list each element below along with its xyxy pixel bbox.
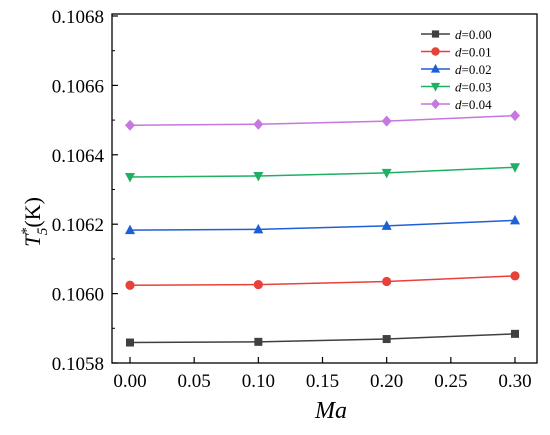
series-line (129, 114, 516, 127)
data-point (382, 335, 391, 344)
legend-label: d=0.00 (455, 27, 492, 42)
y-tick-label: 0.1060 (52, 285, 104, 306)
data-point (510, 214, 520, 225)
y-axis: 0.1058 0.1060 0.1062 0.1064 0.1066 0.1068 (52, 7, 118, 375)
y-axis-title-unit: (K) (20, 197, 45, 228)
series-line (129, 219, 516, 231)
series-2 (125, 214, 520, 235)
data-point (125, 119, 135, 131)
y-axis-title: T*5(K) (19, 197, 51, 247)
data-point (126, 338, 134, 347)
x-tick-label: 0.25 (434, 371, 467, 392)
x-tick-label: 0.20 (370, 371, 403, 392)
data-point (253, 279, 263, 290)
legend-label: d=0.03 (455, 80, 492, 95)
x-axis: 0.00 0.05 0.10 0.15 0.20 0.25 0.30 (113, 357, 532, 392)
data-point (511, 329, 519, 338)
data-point (125, 224, 135, 235)
data-point (381, 220, 392, 230)
x-tick-label: 0.05 (178, 371, 211, 392)
legend-marker (431, 47, 440, 56)
data-point (510, 271, 520, 281)
x-tick-label: 0.00 (113, 371, 146, 392)
data-point (125, 280, 135, 290)
legend-label: d=0.04 (455, 97, 492, 112)
legend-marker (431, 30, 440, 38)
series-4 (125, 110, 520, 131)
y-tick-label: 0.1064 (52, 146, 105, 167)
data-point (253, 223, 264, 234)
legend: d=0.00 d=0.01 d=0.02 d=0.03 d=0.04 (421, 27, 492, 112)
x-tick-label: 0.10 (242, 371, 275, 392)
y-axis-title-base: T (20, 233, 45, 247)
data-point (510, 110, 520, 122)
legend-marker (430, 63, 441, 73)
y-axis-title-superscript: * (19, 227, 35, 235)
series-line (129, 166, 516, 178)
data-point (381, 168, 392, 179)
data-point (125, 173, 135, 183)
y-axis-title-subscript: 5 (35, 227, 51, 235)
series-1 (125, 271, 520, 290)
legend-marker (430, 98, 441, 110)
y-tick-label: 0.1068 (52, 7, 104, 28)
y-tick-label: 0.1058 (52, 354, 104, 375)
series-layer (125, 110, 520, 347)
legend-label: d=0.02 (455, 62, 492, 77)
x-tick-label: 0.15 (306, 371, 339, 392)
data-point (382, 276, 392, 287)
data-point (510, 163, 520, 173)
series-0 (126, 329, 519, 347)
legend-label: d=0.01 (455, 45, 492, 60)
data-point (254, 337, 263, 346)
legend-marker (430, 82, 441, 92)
x-axis-title: Ma (314, 398, 347, 424)
y-tick-label: 0.1066 (52, 76, 104, 97)
x-tick-label: 0.30 (498, 371, 531, 392)
plot-border (111, 13, 538, 364)
series-line (129, 275, 516, 287)
data-point (381, 115, 392, 127)
series-line (129, 333, 516, 344)
series-3 (125, 163, 520, 183)
data-point (253, 118, 264, 130)
y-tick-label: 0.1062 (52, 215, 104, 236)
data-point (253, 171, 264, 182)
plot-frame (111, 13, 538, 364)
